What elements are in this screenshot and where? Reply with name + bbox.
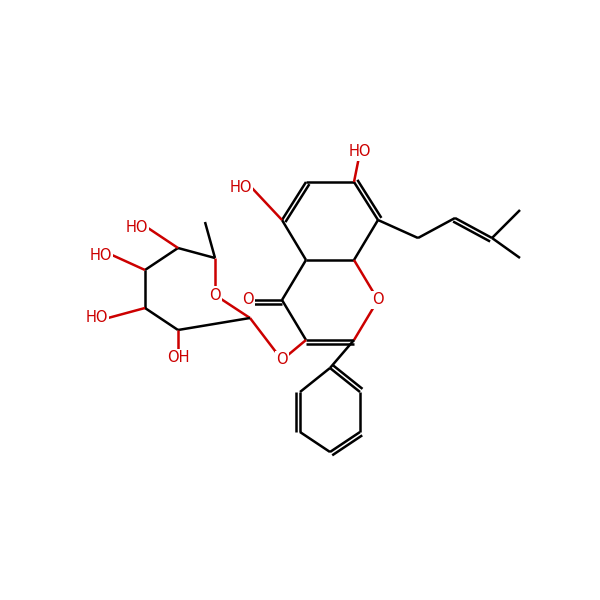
Text: O: O xyxy=(242,292,254,307)
Text: OH: OH xyxy=(167,350,189,365)
Text: O: O xyxy=(209,287,221,302)
Text: O: O xyxy=(372,292,384,307)
Text: O: O xyxy=(276,352,288,367)
Text: HO: HO xyxy=(89,247,112,263)
Text: HO: HO xyxy=(125,220,148,235)
Text: HO: HO xyxy=(86,311,108,325)
Text: HO: HO xyxy=(229,181,252,196)
Text: HO: HO xyxy=(349,145,371,160)
